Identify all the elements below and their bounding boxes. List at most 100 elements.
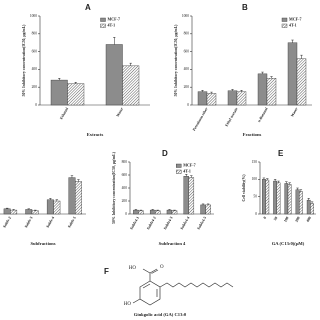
legend-swatch: [281, 23, 288, 28]
x-tick-label: 50: [273, 216, 278, 221]
panel: Subfr-1Subfr-2Subfr-3Subfr-4Subfr-5Subfr…: [0, 175, 86, 246]
bar: [257, 73, 268, 106]
bar: [138, 210, 144, 215]
y-tick-label: 200: [184, 85, 190, 89]
atom-label: HO: [124, 302, 132, 307]
y-tick-label: 0: [125, 212, 127, 216]
x-tick-label: Ethanol: [59, 107, 69, 120]
x-tick-label: Subfr-3: [24, 216, 34, 229]
legend-label: 4T-1: [289, 23, 297, 28]
legend-swatch: [175, 169, 182, 174]
y-axis-label: 50% Inhibitory concentration(IC50, μg/mL…: [22, 24, 26, 96]
bar: [227, 90, 238, 106]
bond: [142, 268, 151, 274]
panel-letter: D: [162, 149, 168, 158]
bar: [50, 79, 68, 106]
bar: [276, 182, 281, 215]
x-axis-label: Subfraction 4: [159, 241, 186, 246]
y-tick-label: 200: [32, 85, 38, 89]
x-tick-label: Subfr4-5: [197, 216, 208, 231]
bar: [200, 204, 206, 215]
bar: [284, 183, 289, 215]
legend-label: 4T-1: [183, 169, 191, 174]
legend-label: MCF-7: [108, 17, 120, 22]
y-axis-label: Cell viability(%): [242, 174, 246, 202]
bar: [122, 65, 140, 106]
x-tick-label: 100: [283, 216, 289, 223]
y-axis-label: 50% Inhibitory concentration(IC50, μg/mL…: [112, 151, 116, 223]
bar: [236, 91, 247, 106]
y-axis-label: 50% Inhibitory concentration(IC50, μg/mL…: [174, 24, 178, 96]
bar: [25, 209, 33, 215]
bar: [205, 204, 211, 215]
bar: [68, 177, 76, 215]
bar: [31, 210, 39, 215]
x-tick-label: Subfr4-4: [180, 216, 191, 231]
y-tick-label: 0: [255, 212, 257, 216]
legend-label: 4T-1: [108, 23, 116, 28]
x-axis-label: Extracts: [87, 132, 104, 137]
x-tick-label: n-Butanol: [257, 107, 269, 123]
x-tick-label: Subfr-2: [2, 216, 12, 229]
bar: [53, 200, 61, 215]
bar: [183, 176, 189, 215]
panel-letter: B: [242, 3, 248, 12]
x-axis-label: Subfractions: [30, 241, 55, 246]
y-tick-label: 150: [252, 160, 258, 164]
y-tick-label: 1000: [30, 14, 37, 18]
x-tick-label: Subfr4-1: [129, 216, 140, 231]
bar: [296, 58, 307, 106]
y-tick-label: 400: [32, 67, 38, 71]
structure: F HO O HO Ginkgolic acid (GA) C13:0: [104, 265, 234, 317]
y-tick-label: 1000: [182, 14, 189, 18]
x-tick-label: Water: [290, 107, 299, 118]
bar: [133, 209, 139, 215]
bar: [306, 199, 311, 215]
panel-letter: F: [104, 267, 109, 276]
bar: [67, 83, 85, 106]
y-tick-label: 0: [35, 103, 37, 107]
x-tick-label: 200: [295, 216, 301, 223]
panel: 0 200 400 600 800 D 50% Inhibitory concentrati…: [112, 149, 214, 246]
bar: [188, 177, 195, 215]
bar: [166, 209, 173, 215]
x-tick-label: 400: [306, 216, 312, 223]
bar: [299, 191, 303, 215]
x-axis-label: Fractions: [243, 132, 262, 137]
bond: [149, 268, 158, 274]
y-tick-label: 600: [184, 49, 190, 53]
x-tick-label: Subfr4-2: [146, 216, 157, 231]
bar: [273, 180, 278, 215]
legend-swatch: [100, 17, 106, 22]
legend-swatch: [100, 23, 106, 28]
bond: [151, 269, 159, 274]
bar: [266, 78, 277, 106]
bar: [295, 189, 300, 215]
panel-letter: A: [85, 3, 91, 12]
bar: [287, 42, 298, 106]
panel: 0 50 100 150 E Cell viability(%) 0 50 100 200 400 G…: [242, 149, 316, 246]
y-tick-label: 800: [32, 32, 38, 36]
x-tick-label: Ethyl acetate: [225, 107, 239, 128]
bond: [132, 298, 141, 304]
panel-letter: E: [278, 149, 284, 158]
bar: [171, 210, 178, 215]
panel: 0 200 400 600 800 1000 A 50% Inhibitory concent…: [22, 3, 150, 137]
bond: [142, 283, 151, 289]
bar: [3, 208, 11, 215]
legend-label: MCF-7: [289, 17, 301, 22]
x-tick-label: Subfr-5: [67, 216, 77, 229]
bar: [149, 209, 156, 215]
y-tick-label: 400: [122, 186, 128, 190]
y-tick-label: 800: [122, 160, 128, 164]
bar: [10, 209, 18, 215]
atom-label: O: [160, 265, 164, 270]
y-tick-label: 600: [122, 173, 128, 177]
legend-swatch: [281, 17, 288, 22]
legend-swatch: [175, 163, 182, 168]
bar: [197, 91, 208, 106]
x-tick-label: 0: [263, 216, 267, 220]
y-tick-label: 600: [32, 49, 38, 53]
x-tick-label: Water: [116, 107, 125, 118]
